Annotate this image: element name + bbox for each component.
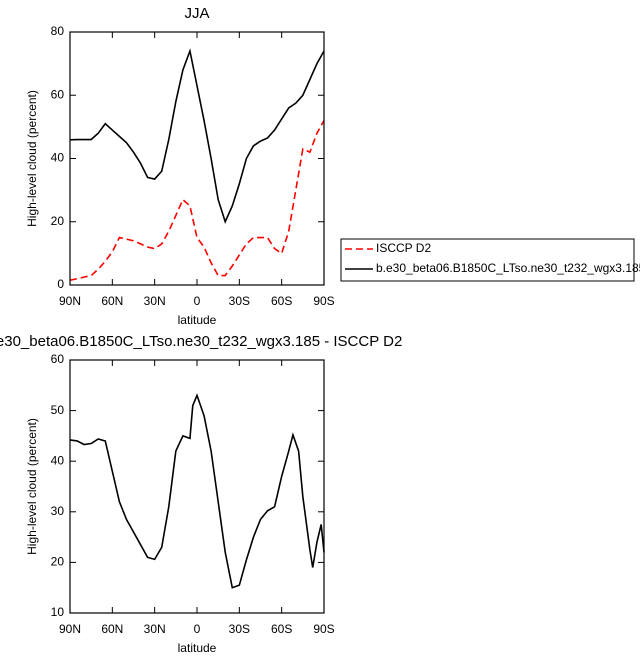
x-tick-label: 90N	[59, 294, 81, 308]
x-tick-label: 60S	[271, 622, 292, 636]
x-tick-label: 60S	[271, 294, 292, 308]
legend-label: b.e30_beta06.B1850C_LTso.ne30_t232_wgx3.…	[376, 261, 640, 275]
plot-frame	[69, 359, 325, 614]
legend-box	[340, 238, 635, 282]
y-tick-label: 40	[51, 453, 65, 467]
x-tick-label: 30N	[144, 294, 166, 308]
x-tick-label: 60N	[101, 622, 123, 636]
plot-frame	[69, 31, 325, 286]
y-axis-label: High-level cloud (percent)	[25, 90, 39, 227]
legend-label: ISCCP D2	[376, 241, 431, 255]
x-tick-label: 0	[194, 622, 201, 636]
data-line	[69, 393, 325, 589]
x-axis-label: latitude	[178, 641, 217, 655]
y-tick-label: 30	[51, 504, 65, 518]
y-tick-label: 60	[51, 352, 65, 366]
x-tick-label: 30N	[144, 622, 166, 636]
x-tick-label: 90S	[313, 622, 334, 636]
data-line	[69, 120, 325, 282]
y-tick-label: 80	[51, 24, 65, 38]
x-tick-label: 60N	[101, 294, 123, 308]
data-line	[69, 48, 325, 224]
y-tick-label: 40	[51, 151, 65, 165]
y-tick-label: 0	[57, 277, 64, 291]
x-tick-label: 30S	[229, 294, 250, 308]
y-tick-label: 20	[51, 214, 65, 228]
x-tick-label: 0	[194, 294, 201, 308]
x-tick-label: 90N	[59, 622, 81, 636]
chart-title: JJA	[184, 5, 209, 22]
x-tick-label: 30S	[229, 622, 250, 636]
y-tick-label: 60	[51, 87, 65, 101]
y-tick-label: 10	[51, 605, 65, 619]
y-axis-label: High-level cloud (percent)	[25, 418, 39, 555]
chart-title: .e30_beta06.B1850C_LTso.ne30_t232_wgx3.1…	[0, 333, 402, 350]
x-axis-label: latitude	[178, 313, 217, 327]
y-tick-label: 20	[51, 555, 65, 569]
y-tick-label: 50	[51, 403, 65, 417]
x-tick-label: 90S	[313, 294, 334, 308]
